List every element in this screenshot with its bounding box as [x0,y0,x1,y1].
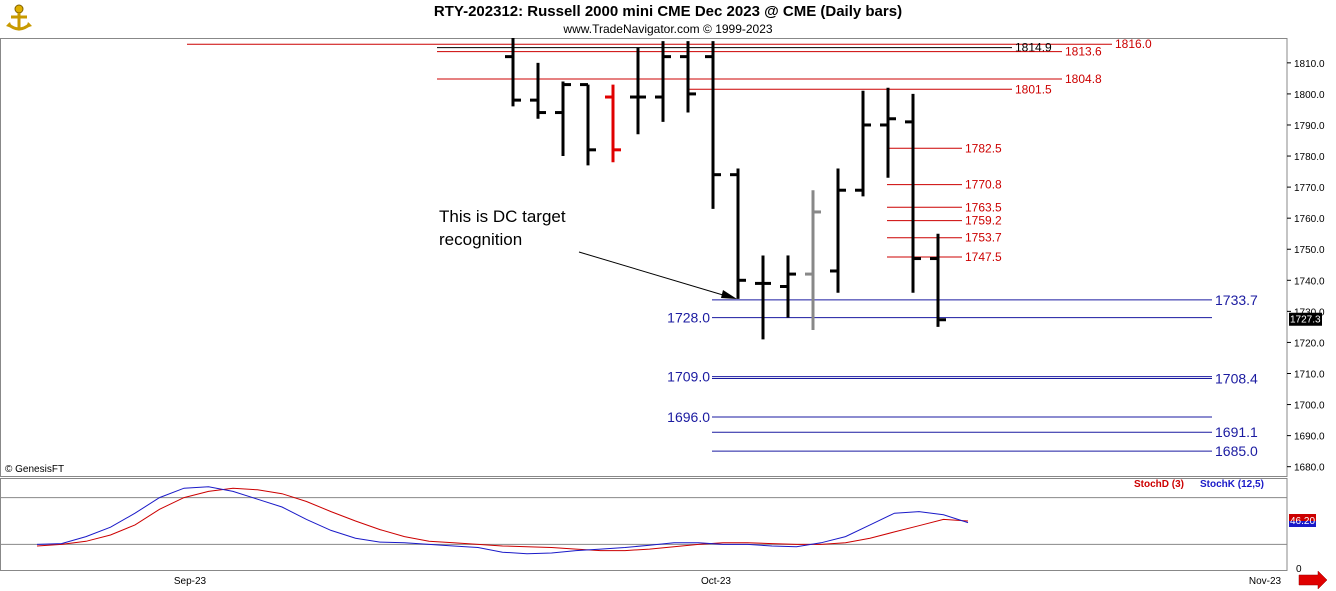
ohlc-bar [555,81,571,157]
price-tick-label: 1810.0 [1294,59,1325,70]
ohlc-bar [680,41,696,113]
date-tick-label: Nov-23 [1249,576,1282,587]
arrowhead-icon [721,290,737,299]
ohlc-bar [930,233,946,327]
price-tick-label: 1700.0 [1294,401,1325,412]
annotation-line-1: This is DC target [439,207,566,226]
target-level-label: 1685.0 [1215,443,1258,459]
scroll-right-arrow-icon[interactable] [1298,570,1328,590]
price-axis: 1680.01690.01700.01710.01720.01730.01740… [1287,59,1325,474]
target-level-label: 1691.1 [1215,424,1258,440]
stoch-tick-label: 0 [1296,564,1302,575]
target-level-label: 1733.7 [1215,292,1258,308]
target-level-label: 1696.0 [667,409,710,425]
ohlc-bar [830,168,846,293]
ohlc-bar [505,38,521,107]
target-level-label: 1709.0 [667,369,710,385]
ohlc-bar [605,84,621,163]
chart-title: RTY-202312: Russell 2000 mini CME Dec 20… [433,3,903,20]
target-level-label: 1782.5 [965,141,1002,155]
price-tick-label: 1790.0 [1294,121,1325,132]
trade-navigator-logo-icon [4,2,34,34]
target-level-label: 1814.9 [1015,41,1052,55]
target-level-label: 1747.5 [965,250,1002,264]
annotation-line-2: recognition [439,230,522,249]
date-axis: Sep-23 Oct-23 Nov-23 [174,576,1282,587]
ohlc-bar [655,41,671,122]
price-tick-label: 1760.0 [1294,214,1325,225]
ohlc-bar [855,90,871,197]
price-tick-label: 1690.0 [1294,432,1325,443]
target-level-label: 1753.7 [965,231,1002,245]
annotation: This is DC target recognition [439,207,737,299]
last-price-label: 1727.3 [1290,315,1321,326]
stoch-value-badge-top [1289,514,1316,521]
price-tick-label: 1740.0 [1294,276,1325,287]
stoch-legend-d: StochD (3) [1134,479,1184,490]
price-tick-label: 1710.0 [1294,369,1325,380]
target-level-label: 1804.8 [1065,72,1102,86]
target-level-label: 1728.0 [667,310,710,326]
date-tick-label: Oct-23 [701,576,731,587]
ohlc-bar [880,87,896,178]
price-tick-label: 1750.0 [1294,245,1325,256]
price-tick-label: 1800.0 [1294,90,1325,101]
ohlc-bars [505,38,946,340]
ohlc-bar [705,41,721,209]
target-level-label: 1816.0 [1115,37,1152,51]
stoch-legend-k: StochK (12,5) [1200,479,1264,490]
target-level-label: 1801.5 [1015,82,1052,96]
price-tick-label: 1780.0 [1294,152,1325,163]
ohlc-bar [730,168,746,299]
ohlc-bar [905,93,921,293]
ohlc-bar [805,190,821,330]
target-level-label: 1770.8 [965,178,1002,192]
ohlc-bar [780,255,796,318]
price-tick-label: 1720.0 [1294,338,1325,349]
date-tick-label: Sep-23 [174,576,207,587]
last-price-badge [1289,312,1322,326]
price-panel-frame [0,38,1288,477]
chart-frames [0,38,1288,571]
stoch-value-label: 46.20 [1290,516,1315,527]
ohlc-bar [755,255,771,340]
stochastic-panel: StochD (3) StochK (12,5) 0 46.20 [0,479,1316,575]
copyright-label: © GenesisFT [5,464,64,475]
ohlc-bar [630,47,646,135]
price-tick-label: 1770.0 [1294,183,1325,194]
ohlc-bar [580,83,596,166]
target-level-label: 1813.6 [1065,45,1102,59]
ohlc-bar [530,62,546,119]
stoch-series-line [36,486,969,555]
target-level-label: 1763.5 [965,200,1002,214]
annotation-arrow-line [578,251,734,299]
target-level-label: 1708.4 [1215,370,1258,386]
chart-subtitle: www.TradeNavigator.com © 1999-2023 [563,22,773,36]
stoch-panel-frame [0,478,1288,571]
target-level-label: 1759.2 [965,214,1002,228]
target-levels: 1816.0 1814.9 1813.6 1804.8 1801.5 1782.5 1770… [187,37,1258,459]
price-tick-label: 1680.0 [1294,463,1325,474]
